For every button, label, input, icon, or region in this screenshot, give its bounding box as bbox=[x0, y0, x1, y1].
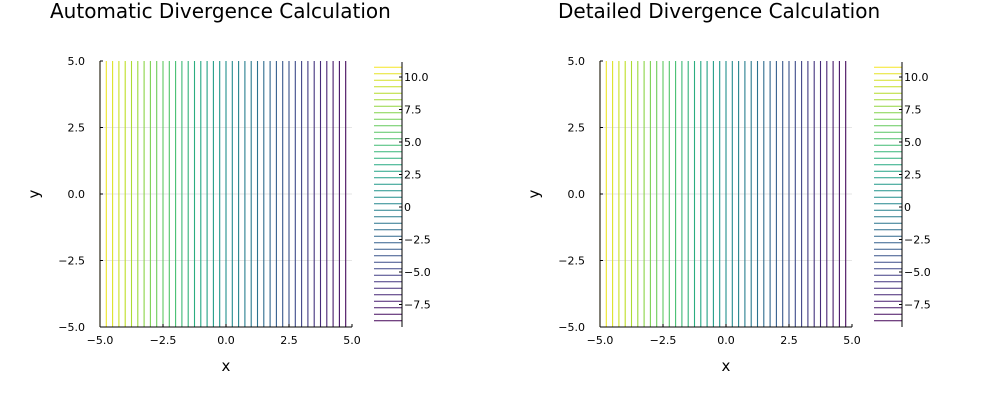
colorbar-tick-label: 2.5 bbox=[904, 169, 922, 182]
plot-area: −5.0 −2.5 0.0 2.5 5.0 −5.0 −2.5 0.0 2.5 5.0 bbox=[58, 55, 360, 347]
x-tick-label: −5.0 bbox=[587, 334, 614, 347]
x-tick-label: 2.5 bbox=[280, 334, 298, 347]
chart-title: Detailed Divergence Calculation bbox=[558, 0, 880, 23]
colorbar-tick-label: 10.0 bbox=[904, 71, 929, 84]
chart-panel-detailed: Detailed Divergence Calculation x y −5.0… bbox=[525, 0, 931, 375]
y-tick-label: −2.5 bbox=[558, 255, 585, 268]
y-tick-label: 2.5 bbox=[568, 122, 586, 135]
x-tick-label: 0.0 bbox=[717, 334, 735, 347]
colorbar-tick-label: −7.5 bbox=[904, 299, 931, 312]
colorbar-tick-label: 2.5 bbox=[404, 169, 422, 182]
colorbar-tick-label: −2.5 bbox=[404, 234, 431, 247]
x-tick-label: −2.5 bbox=[650, 334, 677, 347]
colorbar-tick-label: 7.5 bbox=[904, 104, 922, 117]
y-tick-label: 0.0 bbox=[568, 188, 586, 201]
colorbar-tick-label: 0 bbox=[404, 201, 411, 214]
plot-area: −5.0 −2.5 0.0 2.5 5.0 −5.0 −2.5 0.0 2.5 5.0 bbox=[558, 55, 860, 347]
colorbar: 10.0 7.5 5.0 2.5 0 −2.5 −5.0 −7.5 bbox=[874, 62, 931, 327]
x-tick-label: −5.0 bbox=[87, 334, 114, 347]
x-tick-label: 0.0 bbox=[217, 334, 235, 347]
y-tick-label: 2.5 bbox=[68, 122, 86, 135]
colorbar-tick-label: 7.5 bbox=[404, 104, 422, 117]
colorbar-tick-label: 5.0 bbox=[904, 136, 922, 149]
x-tick-label: 5.0 bbox=[843, 334, 861, 347]
x-tick-label: 5.0 bbox=[343, 334, 361, 347]
colorbar-tick-label: −2.5 bbox=[904, 234, 931, 247]
y-tick-label: −5.0 bbox=[58, 321, 85, 334]
colorbar-tick-label: 0 bbox=[904, 201, 911, 214]
y-tick-label: −2.5 bbox=[58, 255, 85, 268]
colorbar-tick-label: 10.0 bbox=[404, 71, 429, 84]
y-tick-label: 5.0 bbox=[568, 55, 586, 68]
colorbar-tick-label: −7.5 bbox=[404, 299, 431, 312]
colorbar: 10.0 7.5 5.0 2.5 0 −2.5 −5.0 −7.5 bbox=[374, 62, 431, 327]
x-tick-label: 2.5 bbox=[780, 334, 798, 347]
x-axis-label: x bbox=[222, 357, 231, 375]
x-tick-label: −2.5 bbox=[150, 334, 177, 347]
y-tick-label: 0.0 bbox=[68, 188, 86, 201]
colorbar-tick-label: 5.0 bbox=[404, 136, 422, 149]
colorbar-tick-label: −5.0 bbox=[404, 266, 431, 279]
chart-title: Automatic Divergence Calculation bbox=[50, 0, 391, 23]
x-axis-label: x bbox=[722, 357, 731, 375]
colorbar-tick-label: −5.0 bbox=[904, 266, 931, 279]
y-axis-label: y bbox=[525, 189, 543, 198]
y-tick-label: −5.0 bbox=[558, 321, 585, 334]
y-axis-label: y bbox=[25, 189, 43, 198]
y-tick-label: 5.0 bbox=[68, 55, 86, 68]
chart-panel-automatic: Automatic Divergence Calculation x y −5.… bbox=[25, 0, 431, 375]
